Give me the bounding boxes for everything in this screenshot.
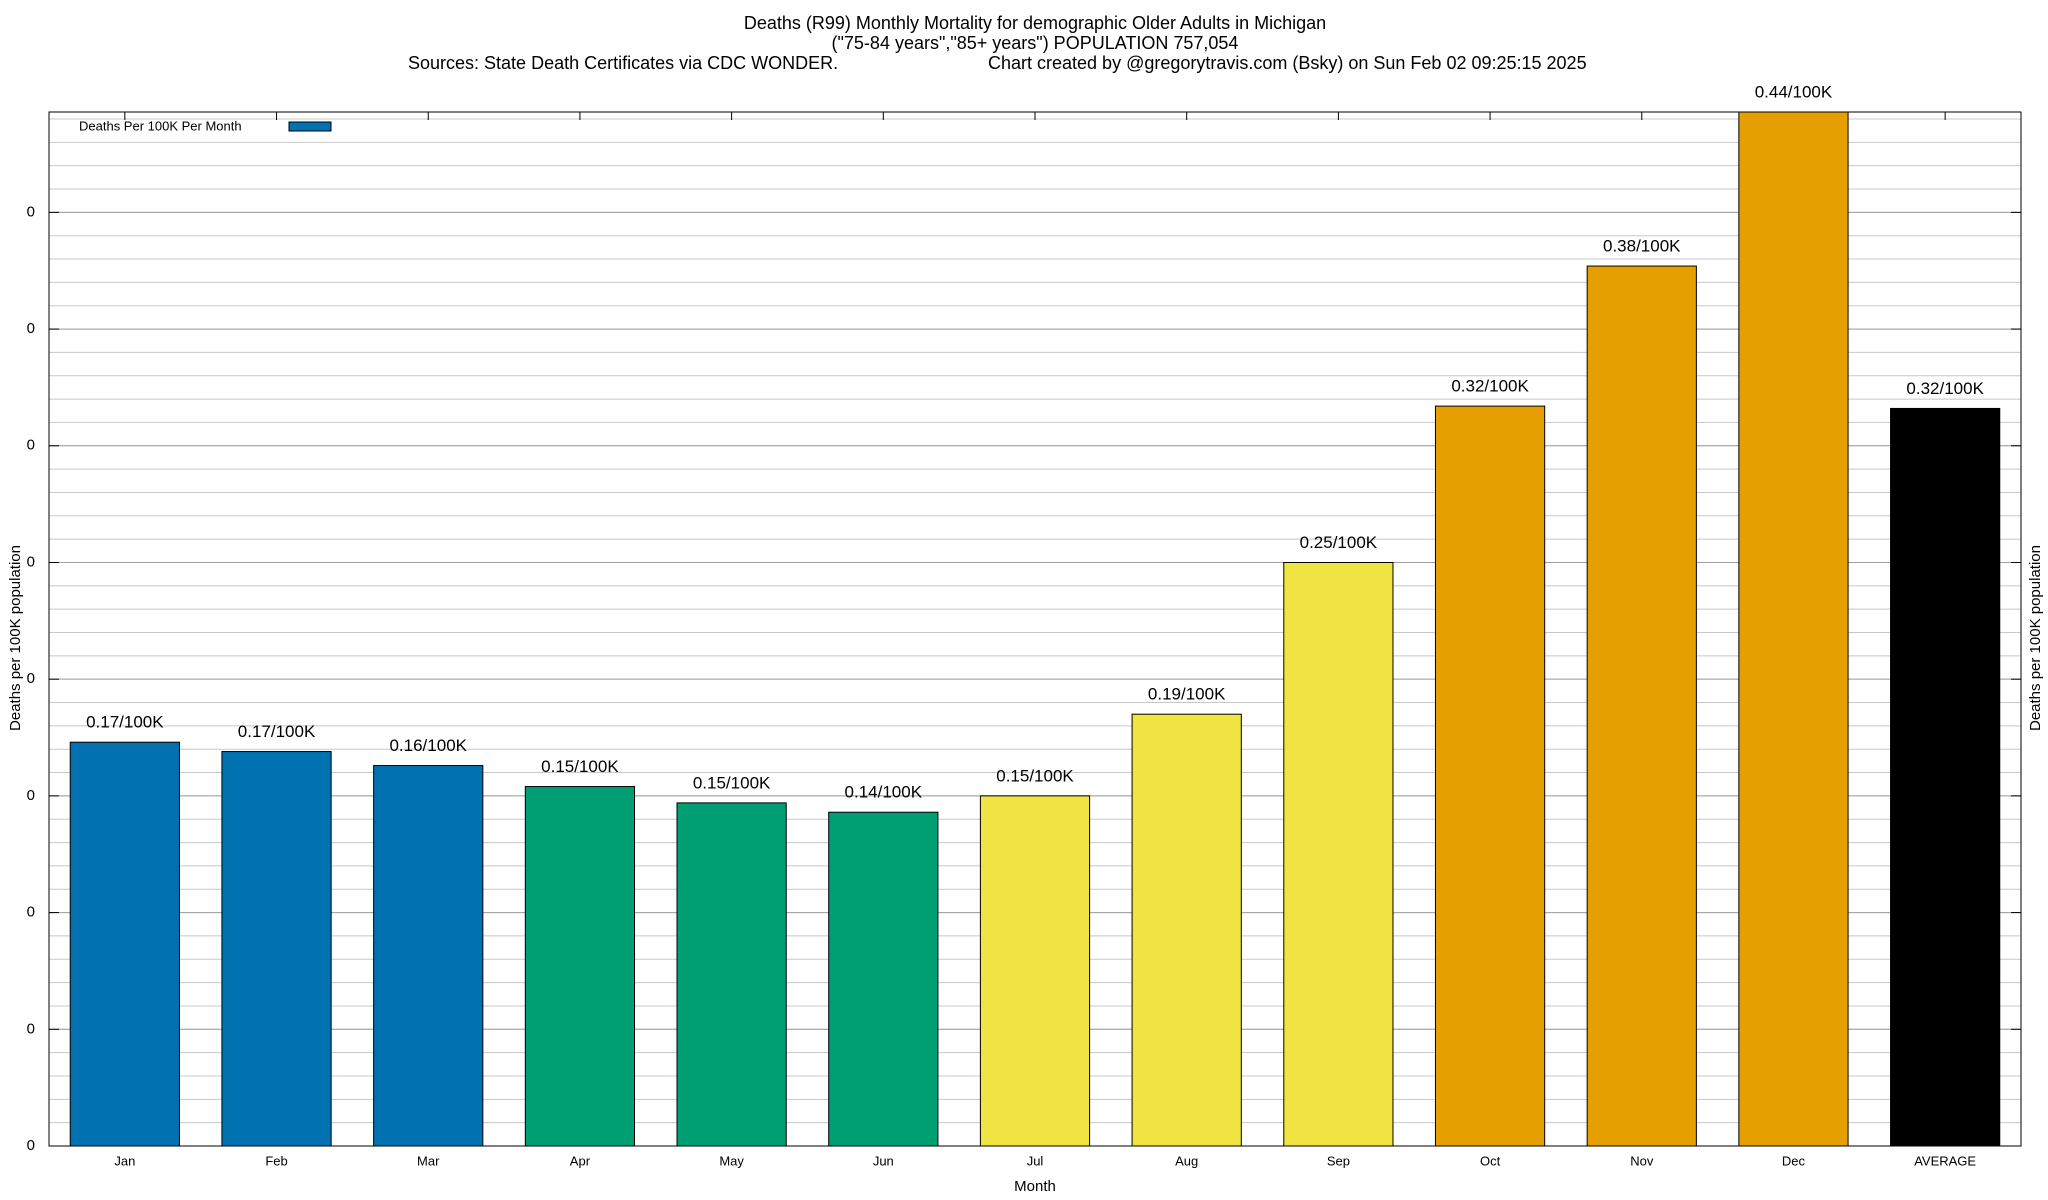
value-label: 0.16/100K (389, 736, 467, 755)
y2-axis-label: Deaths per 100K population (2027, 545, 2044, 731)
x-axis-label: Month (1014, 1178, 1056, 1195)
y-tick-label: 0 (27, 320, 35, 337)
value-label: 0.17/100K (238, 722, 316, 741)
bar (1283, 561, 1394, 1147)
value-label: 0.15/100K (693, 773, 771, 792)
y-tick-label: 0 (27, 670, 35, 687)
value-label: 0.17/100K (86, 713, 164, 732)
bar (69, 741, 180, 1147)
x-tick-label: Dec (1782, 1153, 1806, 1168)
value-label: 0.32/100K (1906, 379, 1984, 398)
x-tick-label: Jun (873, 1153, 894, 1168)
legend-swatch (288, 121, 332, 132)
value-label: 0.19/100K (1148, 685, 1226, 704)
bar (373, 765, 484, 1147)
x-tick-label: Feb (265, 1153, 287, 1168)
legend-label: Deaths Per 100K Per Month (79, 118, 242, 133)
bar (979, 795, 1091, 1147)
y-tick-label: 0 (27, 203, 35, 220)
x-tick-label: AVERAGE (1914, 1153, 1976, 1168)
bar (1586, 265, 1697, 1147)
value-label: 0.15/100K (996, 766, 1074, 785)
bar (676, 802, 787, 1147)
bar (1738, 111, 1849, 1147)
value-label: 0.15/100K (541, 757, 619, 776)
credit: Chart created by @gregorytravis.com (Bsk… (988, 53, 1587, 73)
y-tick-label: 0 (27, 1020, 35, 1037)
value-label: 0.14/100K (845, 783, 923, 802)
bar (828, 811, 939, 1147)
x-tick-label: Apr (570, 1153, 591, 1168)
bar (1890, 407, 2001, 1147)
chart-subtitle: ("75-84 years","85+ years") POPULATION 7… (832, 33, 1239, 53)
sources: Sources: State Death Certificates via CD… (408, 53, 838, 73)
y-axis-label: Deaths per 100K population (7, 545, 24, 731)
value-label: 0.25/100K (1300, 533, 1378, 552)
y-tick-label: 0 (27, 787, 35, 804)
y-tick-label: 0 (27, 437, 35, 454)
value-label: 0.44/100K (1755, 82, 1833, 101)
x-tick-label: Sep (1327, 1153, 1350, 1168)
x-tick-label: May (719, 1153, 744, 1168)
x-tick-label: Jul (1027, 1153, 1044, 1168)
x-tick-label: Jan (114, 1153, 135, 1168)
x-tick-label: Nov (1630, 1153, 1654, 1168)
bar (524, 786, 636, 1147)
y-tick-label: 0 (27, 1137, 35, 1154)
bar (1434, 405, 1546, 1147)
plot-frame (48, 111, 2022, 1147)
chart-title: Deaths (R99) Monthly Mortality for demog… (744, 13, 1326, 33)
y-tick-label: 0 (27, 904, 35, 921)
bar (1131, 713, 1242, 1147)
y-tick-label: 0 (27, 553, 35, 570)
x-tick-label: Aug (1175, 1153, 1198, 1168)
value-label: 0.32/100K (1451, 377, 1529, 396)
x-tick-label: Oct (1480, 1153, 1501, 1168)
x-tick-label: Mar (417, 1153, 440, 1168)
value-label: 0.38/100K (1603, 237, 1681, 256)
bar (221, 751, 332, 1147)
